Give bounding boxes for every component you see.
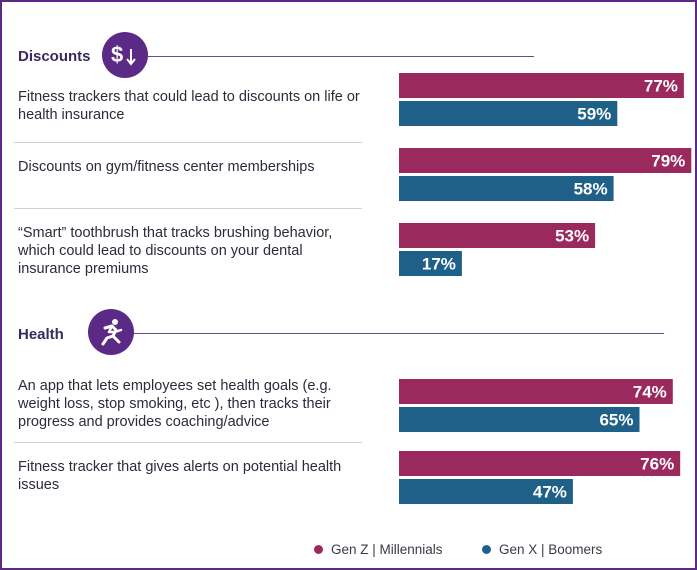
legend-item-gen-z: Gen Z | Millennials [314,542,443,557]
divider [14,208,362,209]
bar [399,101,618,126]
bar-value-label: 77% [644,77,678,96]
running-person-icon [88,309,134,355]
bar [399,251,462,276]
question-label: Fitness tracker that gives alerts on pot… [18,459,342,493]
bar-value-label: 47% [533,483,567,502]
bar [399,379,673,404]
legend-swatch [482,545,491,554]
section-rule-health [134,333,664,334]
bar-value-label: 79% [651,152,685,171]
divider [14,442,362,443]
bar-value-label: 74% [633,383,667,402]
question-label: “Smart” toothbrush that tracks brushing … [18,225,333,277]
divider [14,142,362,143]
bar [399,407,640,432]
question-label: Fitness trackers that could lead to disc… [18,89,360,123]
bar-value-label: 58% [574,180,608,199]
section-rule-discounts [148,56,534,57]
bar [399,148,692,173]
legend-swatch [314,545,323,554]
section-title-health: Health [18,326,64,343]
bar [399,176,614,201]
bar [399,451,681,476]
question-label: An app that lets employees set health go… [18,378,332,430]
svg-text:$: $ [111,42,123,67]
bar-value-label: 53% [555,227,589,246]
bar [399,73,684,98]
bar [399,223,596,248]
bar-value-label: 76% [640,455,674,474]
legend-label: Gen X | Boomers [499,542,603,557]
dollar-down-icon: $ [102,32,148,78]
bar-value-label: 59% [577,105,611,124]
legend-item-gen-x: Gen X | Boomers [482,542,602,557]
question-label: Discounts on gym/fitness center membersh… [18,159,315,175]
bar [399,479,573,504]
section-title-discounts: Discounts [18,48,91,65]
legend-label: Gen Z | Millennials [331,542,443,557]
bar-value-label: 65% [599,411,633,430]
bar-value-label: 17% [422,255,456,274]
